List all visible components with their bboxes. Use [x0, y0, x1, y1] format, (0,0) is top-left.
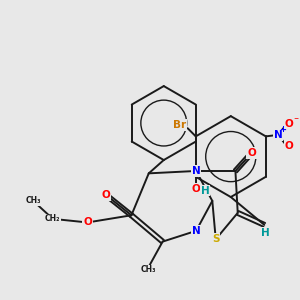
- Text: O: O: [285, 119, 293, 129]
- Text: ⁻: ⁻: [293, 116, 298, 126]
- Text: H: H: [261, 228, 270, 238]
- Text: O: O: [247, 148, 256, 158]
- Text: N: N: [274, 130, 283, 140]
- Text: S: S: [212, 234, 220, 244]
- Text: Br: Br: [173, 120, 186, 130]
- Text: N: N: [192, 226, 200, 236]
- Text: O: O: [102, 190, 110, 200]
- Text: CH₃: CH₃: [26, 196, 41, 206]
- Text: N: N: [192, 166, 200, 176]
- Text: H: H: [201, 185, 209, 196]
- Text: +: +: [280, 125, 286, 134]
- Text: O: O: [83, 218, 92, 227]
- Text: CH₂: CH₂: [45, 214, 61, 224]
- Text: O: O: [191, 184, 200, 194]
- Text: O: O: [285, 141, 293, 151]
- Text: CH₃: CH₃: [141, 265, 157, 274]
